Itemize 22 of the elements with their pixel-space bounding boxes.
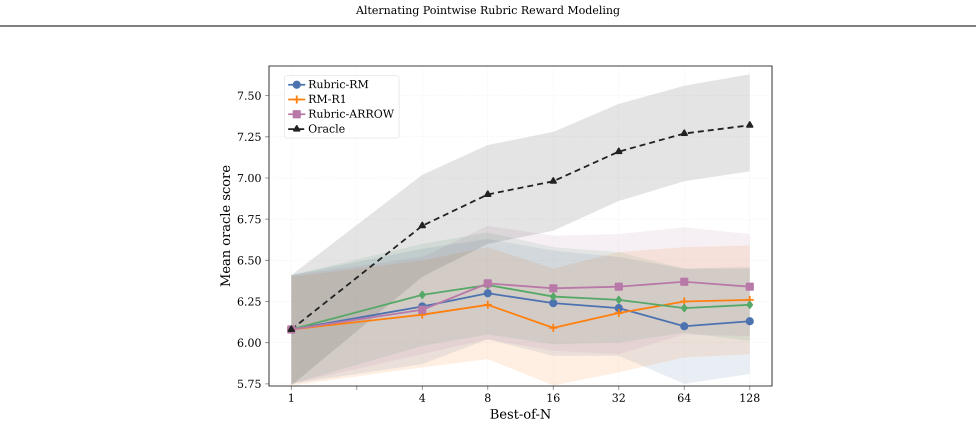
y-tick-label: 6.75 [238, 215, 261, 224]
x-tick-label: 4 [419, 394, 426, 402]
chart-title: Alternating Pointwise Rubric Reward Modeling [356, 6, 620, 16]
x-tick-label: 128 [740, 394, 760, 402]
y-tick-label: 7.00 [238, 174, 261, 182]
x-tick-label: 8 [485, 394, 491, 402]
x-tick-label: 32 [612, 394, 625, 402]
y-tick-label: 6.00 [238, 338, 261, 347]
legend-label: Rubric-ARROW [308, 109, 394, 118]
x-axis-title: Best-of-N [490, 408, 551, 419]
y-tick-label: 7.25 [238, 132, 261, 141]
y-tick-label: 6.50 [238, 256, 261, 264]
y-tick-label: 5.75 [238, 380, 261, 388]
legend-label: Rubric-RM [308, 80, 368, 88]
x-tick-label: 16 [548, 394, 560, 402]
legend-label: Oracle [308, 124, 345, 133]
y-axis-title: Mean oracle score [220, 166, 230, 286]
x-tick-label: 64 [678, 394, 691, 402]
legend-label: RM-R1 [308, 94, 346, 103]
y-tick-label: 6.25 [238, 297, 261, 306]
y-tick-label: 7.50 [238, 91, 261, 100]
x-tick-label: 1 [289, 394, 294, 402]
